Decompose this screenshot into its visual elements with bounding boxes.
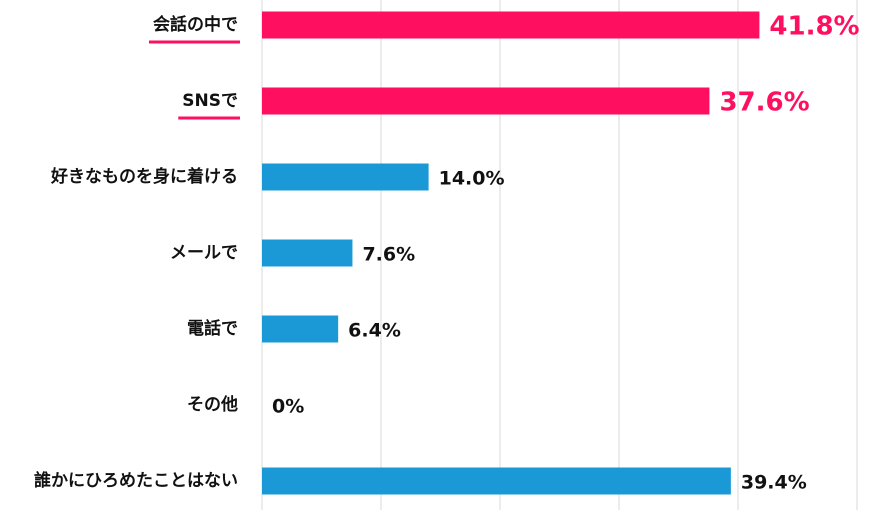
category-label: 電話で xyxy=(187,318,238,339)
value-label: 14.0% xyxy=(439,168,505,190)
category-label: 誰かにひろめたことはない xyxy=(34,470,238,491)
bar xyxy=(262,467,731,495)
category-label: 好きなものを身に着ける xyxy=(50,166,238,187)
bar xyxy=(262,87,710,115)
category-label: SNSで xyxy=(182,91,238,111)
bar xyxy=(262,239,353,267)
value-label: 41.8% xyxy=(769,12,859,42)
value-label: 7.6% xyxy=(362,244,415,266)
bar xyxy=(262,315,339,343)
category-label: 会話の中で xyxy=(153,14,238,35)
category-label: その他 xyxy=(187,394,238,415)
bar xyxy=(262,11,760,39)
category-label: メールで xyxy=(170,243,238,263)
value-label: 6.4% xyxy=(348,320,401,342)
value-label: 37.6% xyxy=(719,88,809,118)
value-label: 39.4% xyxy=(741,472,807,494)
bar xyxy=(262,163,429,191)
value-label: 0% xyxy=(272,396,304,418)
